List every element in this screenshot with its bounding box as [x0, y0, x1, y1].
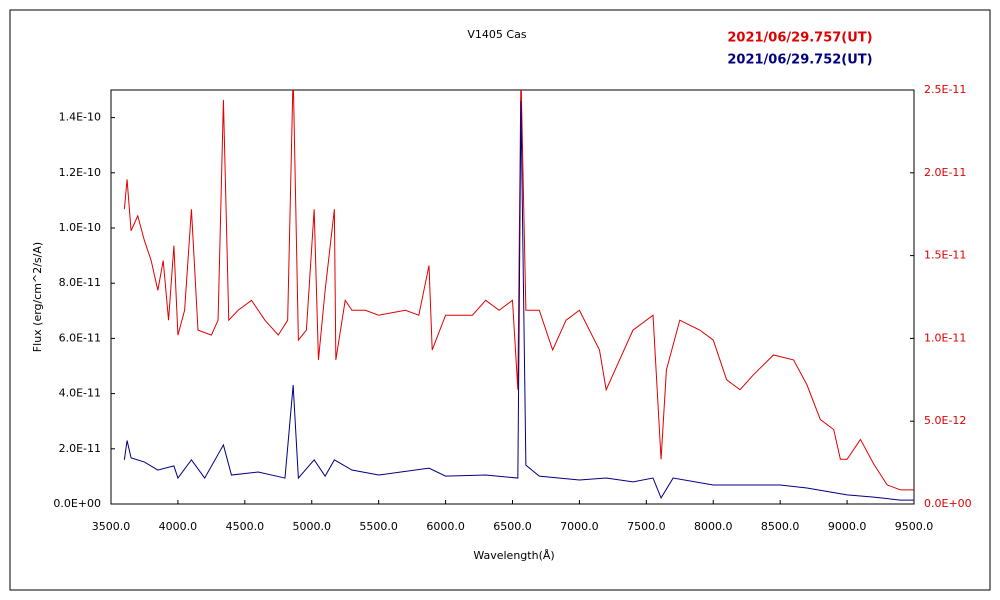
x-tick-label: 4500.0 [226, 520, 265, 533]
x-tick-label: 8500.0 [761, 520, 800, 533]
x-tick-label: 4000.0 [159, 520, 198, 533]
x-tick-label: 9500.0 [895, 520, 934, 533]
y-tick-label: 6.0E-11 [59, 331, 101, 344]
y2-tick-label: 5.0E-12 [924, 414, 966, 427]
chart-title: V1405 Cas [467, 28, 526, 41]
legend-entry: 2021/06/29.752(UT) [727, 53, 872, 68]
series-line [123, 90, 914, 491]
x-tick-label: 5500.0 [359, 520, 398, 533]
y-tick-label: 1.4E-10 [59, 111, 101, 124]
x-tick-label: 9000.0 [828, 520, 867, 533]
y2-tick-label: 1.5E-11 [924, 249, 966, 262]
y2-tick-label: 0.0E+00 [924, 497, 972, 510]
y-tick-label: 0.0E+00 [53, 497, 101, 510]
x-tick-label: 8000.0 [694, 520, 733, 533]
frame [9, 9, 991, 591]
x-tick-label: 6000.0 [426, 520, 465, 533]
y2-tick-label: 2.0E-11 [924, 166, 966, 179]
y2-tick-label: 2.5E-11 [924, 83, 966, 96]
y-tick-label: 8.0E-11 [59, 276, 101, 289]
x-tick-label: 7500.0 [627, 520, 666, 533]
y-axis-label: Flux (erg/cm^2/s/A) [31, 242, 44, 352]
x-tick-label: 6500.0 [493, 520, 532, 533]
y-tick-label: 1.2E-10 [59, 166, 101, 179]
y2-tick-label: 1.0E-11 [924, 331, 966, 344]
y-tick-label: 4.0E-11 [59, 387, 101, 400]
x-tick-label: 3500.0 [92, 520, 131, 533]
x-axis-label: Wavelength(Å) [473, 549, 554, 562]
x-tick-label: 5000.0 [293, 520, 332, 533]
x-tick-label: 7000.0 [560, 520, 599, 533]
legend-entry: 2021/06/29.757(UT) [727, 31, 872, 46]
y-tick-label: 2.0E-11 [59, 442, 101, 455]
y-tick-label: 1.0E-10 [59, 221, 101, 234]
series-line [123, 101, 914, 501]
